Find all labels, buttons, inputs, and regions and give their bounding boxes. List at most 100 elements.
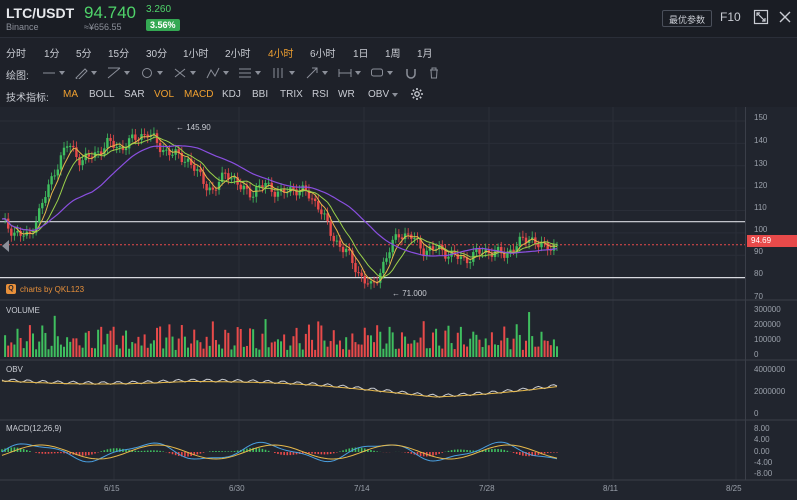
indicator-bbi[interactable]: BBI (252, 89, 269, 100)
indicator-macd[interactable]: MACD (184, 89, 214, 100)
volume-bar (385, 343, 388, 357)
volume-bar (156, 327, 159, 357)
trash-icon[interactable] (428, 66, 440, 80)
indicator-vol[interactable]: VOL (154, 89, 175, 100)
chart-credit[interactable]: Q charts by QKL123 (6, 284, 84, 294)
interval-6h[interactable]: 6小时 (310, 49, 336, 60)
measure-tool-icon[interactable] (338, 66, 361, 80)
interval-5m[interactable]: 5分 (76, 49, 92, 60)
price-tick: 120 (754, 181, 768, 190)
price-tick: 100 (754, 225, 768, 234)
volume-bar (466, 346, 469, 357)
indicator-toolbar: 技术指标: MA BOLL SAR VOL MACD KDJ BBI TRIX … (0, 84, 797, 106)
optimize-params-button[interactable]: 最优参数 (662, 10, 713, 27)
candle-body (28, 231, 32, 233)
magnet-icon[interactable] (404, 66, 418, 80)
candle-body (323, 213, 326, 215)
macd-histogram-bar (332, 452, 335, 454)
interval-1w[interactable]: 1周 (385, 49, 401, 60)
pattern-tool-icon[interactable] (206, 66, 229, 80)
interval-30m[interactable]: 30分 (146, 49, 168, 60)
f10-button[interactable]: F10 (720, 10, 741, 24)
candle-body (10, 228, 13, 236)
indicator-boll[interactable]: BOLL (89, 89, 115, 100)
scroll-left-arrow-icon[interactable] (2, 240, 9, 252)
fullscreen-icon[interactable] (753, 9, 769, 25)
macd-histogram-bar (301, 452, 304, 454)
indicator-rsi[interactable]: RSI (312, 89, 329, 100)
price-tick: 110 (754, 203, 767, 212)
volume-bar (245, 345, 248, 357)
settings-gear-icon[interactable] (410, 87, 424, 104)
indicator-trix[interactable]: TRIX (280, 89, 303, 100)
interval-1h[interactable]: 1小时 (183, 49, 209, 60)
indicator-sar[interactable]: SAR (124, 89, 145, 100)
indicator-obv[interactable]: OBV (368, 89, 390, 100)
macd-histogram-bar (100, 451, 103, 452)
interval-1d[interactable]: 1日 (353, 49, 369, 60)
candle-body (177, 149, 180, 153)
interval-15m[interactable]: 15分 (108, 49, 130, 60)
arrow-tool-icon[interactable] (305, 66, 328, 80)
line-style-tool[interactable] (42, 66, 65, 80)
macd-histogram-bar (556, 452, 558, 453)
volume-bar (25, 341, 28, 357)
volume-bar (190, 343, 193, 357)
candle-body (555, 244, 559, 246)
volume-bar (134, 343, 137, 357)
chart-area[interactable] (0, 107, 797, 500)
volume-bar (450, 343, 453, 357)
candle-body (152, 133, 156, 135)
macd-histogram-bar (215, 451, 217, 452)
candle-body (65, 146, 69, 148)
macd-histogram-bar (255, 447, 258, 452)
volume-bar (19, 337, 22, 357)
indicator-kdj[interactable]: KDJ (222, 89, 241, 100)
fib-tool-icon[interactable] (238, 66, 261, 80)
trend-line-icon[interactable] (107, 66, 130, 80)
volume-bar (307, 324, 310, 357)
candle-body (391, 239, 394, 253)
volume-bar (497, 344, 500, 357)
volume-bar (87, 331, 90, 357)
volume-bar (534, 346, 537, 357)
close-icon[interactable] (777, 9, 793, 25)
cross-tool-icon[interactable] (173, 66, 196, 80)
macd-histogram-bar (500, 449, 502, 452)
volume-bar (211, 321, 214, 357)
gann-tool-icon[interactable] (272, 66, 295, 80)
interval-1m[interactable]: 1分 (44, 49, 60, 60)
interval-4h[interactable]: 4小时 (268, 49, 294, 60)
candle-body (447, 256, 450, 259)
volume-bar (376, 325, 379, 357)
volume-bar (435, 328, 438, 357)
macd-histogram-bar (311, 452, 313, 454)
volume-bar (345, 337, 348, 357)
candle-body (338, 240, 342, 247)
indicator-ma[interactable]: MA (63, 89, 78, 100)
candle-body (81, 160, 84, 166)
interval-timeshare[interactable]: 分时 (6, 49, 26, 60)
text-tool-icon[interactable] (370, 66, 393, 80)
macd-histogram-bar (106, 449, 109, 452)
pen-icon[interactable] (74, 66, 97, 80)
interval-2h[interactable]: 2小时 (225, 49, 251, 60)
macd-histogram-bar (506, 450, 509, 452)
macd-histogram-bar (447, 450, 450, 452)
candle-body (186, 158, 190, 162)
indicator-wr[interactable]: WR (338, 89, 355, 100)
circle-tool-icon[interactable] (140, 66, 163, 80)
interval-1mo[interactable]: 1月 (417, 49, 433, 60)
candle-body (335, 240, 339, 242)
volume-bar (283, 334, 286, 357)
volume-tick: 300000 (754, 305, 781, 314)
candle-body (292, 187, 295, 190)
volume-bar (528, 312, 531, 357)
volume-bar (202, 348, 205, 357)
chevron-down-icon[interactable] (392, 93, 398, 97)
candle-body (304, 185, 308, 191)
macd-histogram-bar (112, 448, 115, 452)
candle-body (131, 134, 134, 139)
macd-histogram-bar (286, 452, 289, 456)
candle-body (499, 246, 503, 254)
